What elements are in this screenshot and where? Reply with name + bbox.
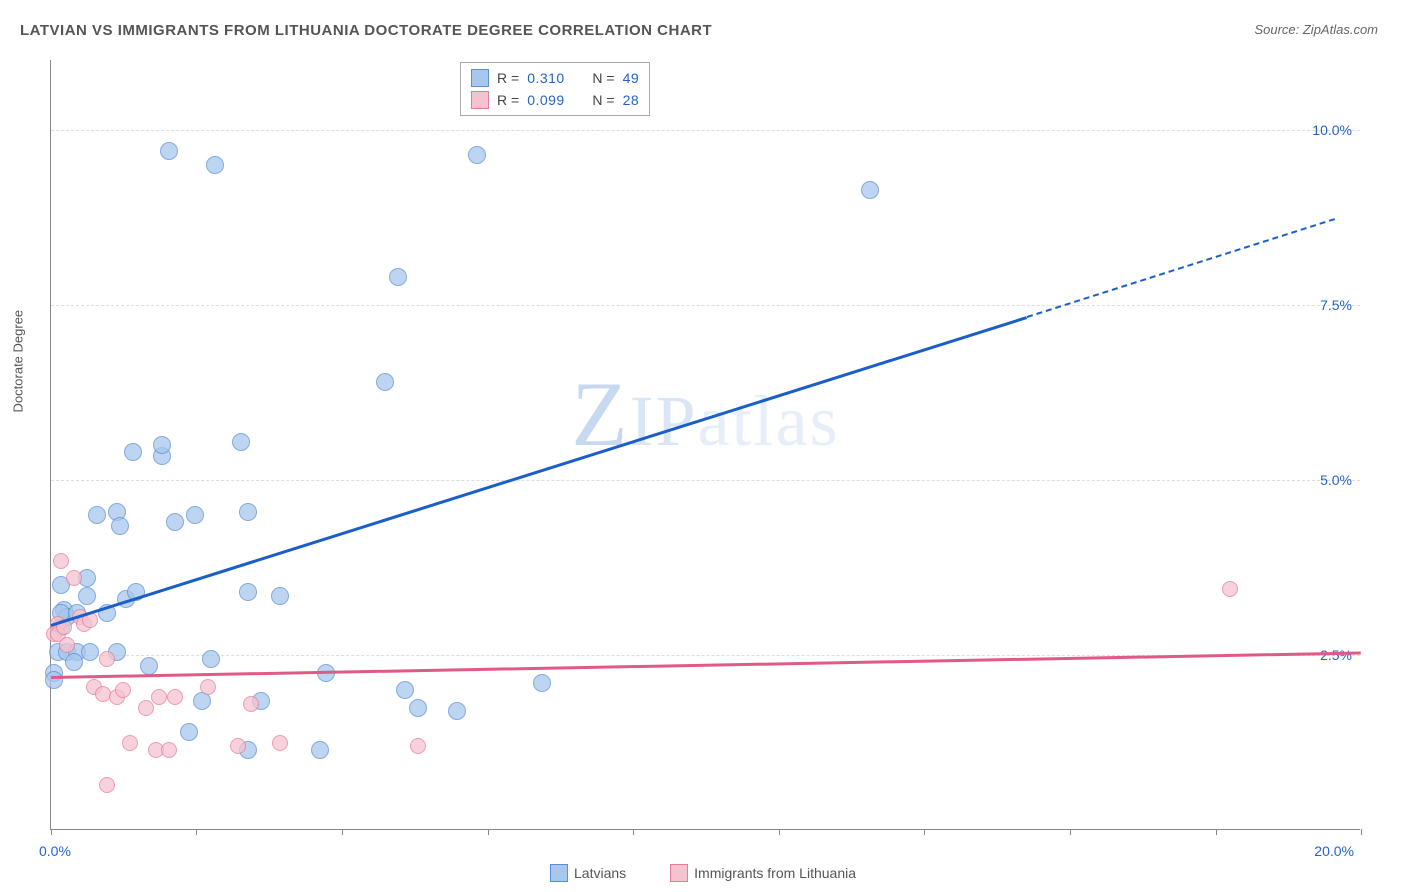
data-point — [53, 553, 69, 569]
trend-line — [1027, 218, 1335, 318]
data-point — [88, 506, 106, 524]
x-tick — [779, 829, 780, 835]
data-point — [206, 156, 224, 174]
data-point — [161, 742, 177, 758]
data-point — [1222, 581, 1238, 597]
gridline — [51, 305, 1360, 306]
legend-n-label: N = — [592, 70, 614, 86]
chart-title: LATVIAN VS IMMIGRANTS FROM LITHUANIA DOC… — [20, 22, 712, 39]
x-tick — [1070, 829, 1071, 835]
series-legend-label: Immigrants from Lithuania — [694, 865, 856, 881]
data-point — [186, 506, 204, 524]
data-point — [271, 587, 289, 605]
legend-n-label: N = — [592, 92, 614, 108]
data-point — [180, 723, 198, 741]
data-point — [468, 146, 486, 164]
data-point — [202, 650, 220, 668]
legend-row: R = 0.099 N = 28 — [471, 89, 639, 111]
data-point — [115, 682, 131, 698]
x-label-min: 0.0% — [39, 843, 71, 859]
gridline — [51, 130, 1360, 131]
data-point — [448, 702, 466, 720]
data-point — [151, 689, 167, 705]
series-legend-item: Immigrants from Lithuania — [662, 862, 864, 884]
x-tick — [342, 829, 343, 835]
data-point — [99, 651, 115, 667]
series-legend-item: Latvians — [542, 862, 634, 884]
y-axis-title: Doctorate Degree — [11, 310, 26, 413]
series-legend: Latvians Immigrants from Lithuania — [542, 862, 864, 884]
data-point — [153, 436, 171, 454]
data-point — [389, 268, 407, 286]
x-tick — [924, 829, 925, 835]
data-point — [239, 503, 257, 521]
data-point — [81, 643, 99, 661]
watermark: ZIPatlas — [571, 361, 839, 467]
x-label-max: 20.0% — [1314, 843, 1354, 859]
data-point — [124, 443, 142, 461]
data-point — [59, 637, 75, 653]
data-point — [232, 433, 250, 451]
data-point — [533, 674, 551, 692]
legend-row: R = 0.310 N = 49 — [471, 67, 639, 89]
x-tick — [196, 829, 197, 835]
legend-n-value: 49 — [623, 70, 640, 86]
data-point — [65, 653, 83, 671]
y-tick-label: 5.0% — [1320, 472, 1352, 488]
data-point — [160, 142, 178, 160]
y-tick-label: 2.5% — [1320, 647, 1352, 663]
x-tick — [1216, 829, 1217, 835]
legend-r-value: 0.310 — [527, 70, 565, 86]
data-point — [311, 741, 329, 759]
legend-n-value: 28 — [623, 92, 640, 108]
data-point — [239, 583, 257, 601]
data-point — [861, 181, 879, 199]
legend-swatch — [550, 864, 568, 882]
data-point — [396, 681, 414, 699]
correlation-chart: LATVIAN VS IMMIGRANTS FROM LITHUANIA DOC… — [0, 0, 1406, 892]
data-point — [167, 689, 183, 705]
data-point — [410, 738, 426, 754]
y-tick-label: 7.5% — [1320, 297, 1352, 313]
legend-swatch — [670, 864, 688, 882]
legend-swatch — [471, 69, 489, 87]
data-point — [200, 679, 216, 695]
y-tick-label: 10.0% — [1312, 122, 1352, 138]
trend-line — [51, 316, 1028, 626]
data-point — [122, 735, 138, 751]
data-point — [140, 657, 158, 675]
legend-swatch — [471, 91, 489, 109]
data-point — [166, 513, 184, 531]
data-point — [376, 373, 394, 391]
data-point — [111, 517, 129, 535]
data-point — [99, 777, 115, 793]
x-tick — [488, 829, 489, 835]
correlation-legend: R = 0.310 N = 49R = 0.099 N = 28 — [460, 62, 650, 116]
x-tick — [1361, 829, 1362, 835]
data-point — [409, 699, 427, 717]
legend-r-label: R = — [497, 70, 519, 86]
data-point — [45, 671, 63, 689]
data-point — [230, 738, 246, 754]
x-tick — [633, 829, 634, 835]
data-point — [66, 570, 82, 586]
legend-r-value: 0.099 — [527, 92, 565, 108]
data-point — [272, 735, 288, 751]
x-tick — [51, 829, 52, 835]
data-point — [78, 587, 96, 605]
source-attribution: Source: ZipAtlas.com — [1254, 22, 1378, 37]
legend-r-label: R = — [497, 92, 519, 108]
plot-area: ZIPatlas 2.5%5.0%7.5%10.0%0.0%20.0% — [50, 60, 1360, 830]
series-legend-label: Latvians — [574, 865, 626, 881]
data-point — [138, 700, 154, 716]
data-point — [243, 696, 259, 712]
gridline — [51, 480, 1360, 481]
